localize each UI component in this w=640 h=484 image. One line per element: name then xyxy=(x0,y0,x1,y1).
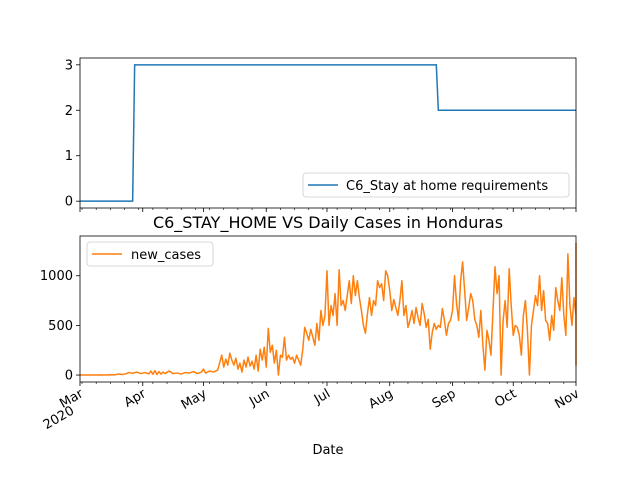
top-legend: C6_Stay at home requirements xyxy=(302,172,570,198)
bottom-legend-label: new_cases xyxy=(131,248,201,263)
top-y-axis-ticks: 0 1 2 3 xyxy=(65,58,80,210)
top-y-tick-label: 2 xyxy=(65,104,73,119)
top-y-tick-label: 3 xyxy=(65,58,73,73)
top-legend-label: C6_Stay at home requirements xyxy=(346,179,548,194)
bottom-y-tick-label: 500 xyxy=(48,319,73,334)
top-legend-box xyxy=(302,172,570,198)
bottom-y-tick-label: 1000 xyxy=(40,269,73,284)
top-axes-frame xyxy=(79,57,577,209)
x-axis-label: Date xyxy=(312,443,343,458)
top-y-tick-label: 0 xyxy=(65,195,73,210)
new-cases-series-line xyxy=(80,242,577,376)
bottom-y-tick-label: 0 xyxy=(65,369,73,384)
stay-home-panel: 0 1 2 3 C6_Stay at home requirements xyxy=(65,57,577,212)
stay-home-series-line xyxy=(80,64,576,202)
bottom-legend-box xyxy=(86,241,214,267)
new-cases-panel: C6_STAY_HOME VS Daily Cases in Honduras … xyxy=(40,213,582,458)
x-tick-label: Jul xyxy=(311,386,333,407)
bottom-legend: new_cases xyxy=(86,241,214,267)
bottom-axes-frame xyxy=(79,235,577,383)
figure-title: C6_STAY_HOME VS Daily Cases in Honduras xyxy=(153,213,503,233)
top-y-tick-label: 1 xyxy=(65,149,73,164)
bottom-y-axis-ticks: 0 500 1000 xyxy=(40,269,80,384)
